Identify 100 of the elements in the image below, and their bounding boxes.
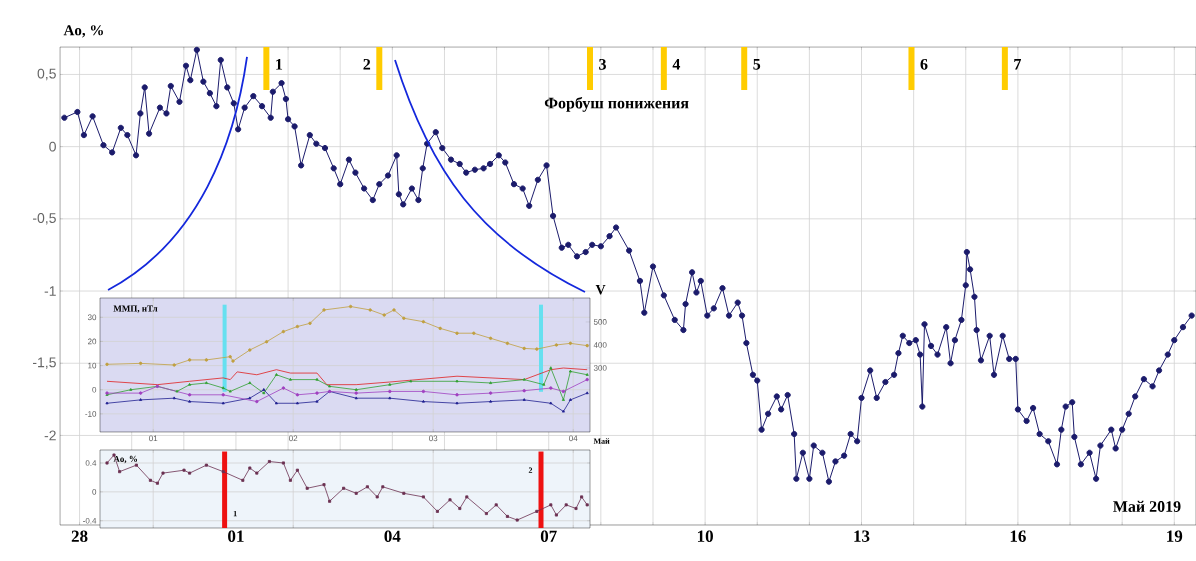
point — [348, 304, 353, 309]
point — [554, 343, 559, 347]
point — [535, 347, 539, 351]
point — [105, 461, 109, 465]
point — [472, 331, 476, 335]
point — [281, 329, 286, 334]
point — [515, 518, 519, 522]
annotation: Май — [593, 438, 610, 444]
point — [458, 506, 462, 510]
y-tick-label: -10 — [85, 411, 97, 417]
point — [241, 478, 245, 482]
point — [561, 389, 566, 394]
point — [484, 512, 488, 516]
point — [574, 506, 578, 510]
point — [402, 316, 406, 320]
point — [281, 461, 285, 465]
point — [228, 355, 232, 359]
point — [295, 468, 299, 472]
y2-tick-label: 300 — [593, 365, 607, 371]
x-tick-label: 13 — [854, 530, 870, 542]
point — [580, 495, 584, 499]
point — [105, 362, 109, 366]
y-tick-label: -2 — [44, 430, 56, 441]
x-tick-label: 10 — [697, 530, 713, 542]
point — [554, 513, 558, 517]
point — [549, 386, 553, 390]
point — [585, 377, 589, 382]
point — [435, 509, 439, 513]
point — [494, 503, 498, 507]
point — [505, 341, 510, 346]
annotation: 1 — [233, 510, 237, 517]
point — [295, 393, 300, 397]
point — [267, 460, 271, 464]
point — [138, 391, 143, 395]
annotation: 2 — [363, 59, 371, 70]
point — [382, 313, 386, 317]
point — [281, 386, 286, 390]
point — [172, 363, 176, 367]
point — [248, 466, 252, 470]
y-tick-label: 20 — [87, 338, 97, 345]
point — [187, 393, 192, 397]
point — [421, 320, 426, 324]
y-tick-label: -0.4 — [83, 517, 97, 524]
x-tick-label: 03 — [429, 435, 438, 442]
point — [455, 393, 459, 397]
point — [375, 495, 379, 499]
y-tick-label: 0 — [92, 489, 97, 495]
point — [585, 503, 589, 507]
point — [568, 341, 573, 346]
point — [381, 485, 385, 489]
point — [365, 485, 369, 489]
point — [522, 389, 526, 393]
point — [221, 393, 225, 397]
point — [488, 336, 493, 340]
point — [255, 471, 259, 475]
point — [342, 486, 346, 490]
point — [188, 471, 192, 475]
y-tick-label: 0 — [92, 386, 97, 393]
y2-tick-label: 500 — [593, 319, 607, 325]
y-tick-label: 0 — [49, 141, 56, 152]
point — [187, 358, 192, 362]
y-tick-label: 0,5 — [37, 68, 56, 81]
point — [315, 391, 319, 395]
annotation: 5 — [753, 59, 761, 70]
point — [138, 361, 143, 366]
y-tick-label: -1,5 — [32, 357, 56, 369]
point — [585, 343, 589, 348]
point — [522, 346, 526, 351]
annotation: 3 — [599, 58, 606, 70]
x-tick-label: 04 — [384, 530, 401, 542]
point — [368, 308, 372, 312]
point — [392, 308, 396, 312]
y-tick-label: -1 — [44, 286, 56, 296]
point — [204, 463, 208, 467]
x-tick-label: 16 — [1010, 530, 1026, 542]
point — [182, 468, 186, 472]
point — [118, 470, 122, 474]
x-tick-label: 07 — [540, 530, 557, 542]
x-tick-label: 01 — [228, 530, 244, 542]
point — [295, 324, 300, 329]
text: Ao, % — [113, 455, 137, 464]
annotation: 2 — [528, 467, 533, 473]
point — [402, 491, 406, 495]
point — [305, 486, 309, 490]
annotation: Май 2019 — [1113, 500, 1181, 512]
point — [505, 514, 509, 518]
point — [155, 481, 159, 485]
y-tick-label: 30 — [87, 314, 97, 321]
y-axis-title: Ao, % — [63, 25, 103, 38]
x-tick-label: 28 — [71, 530, 88, 542]
annotation: Форбуш понижения — [544, 96, 689, 112]
annotation: 7 — [1014, 59, 1021, 70]
annotation: 1 — [276, 59, 283, 70]
point — [148, 478, 152, 482]
y-tick-label: 0.4 — [85, 460, 97, 466]
x-tick-label: 01 — [149, 435, 158, 442]
point — [248, 348, 252, 352]
y-tick-label: 10 — [88, 362, 97, 369]
point — [549, 503, 553, 507]
point — [465, 495, 469, 499]
